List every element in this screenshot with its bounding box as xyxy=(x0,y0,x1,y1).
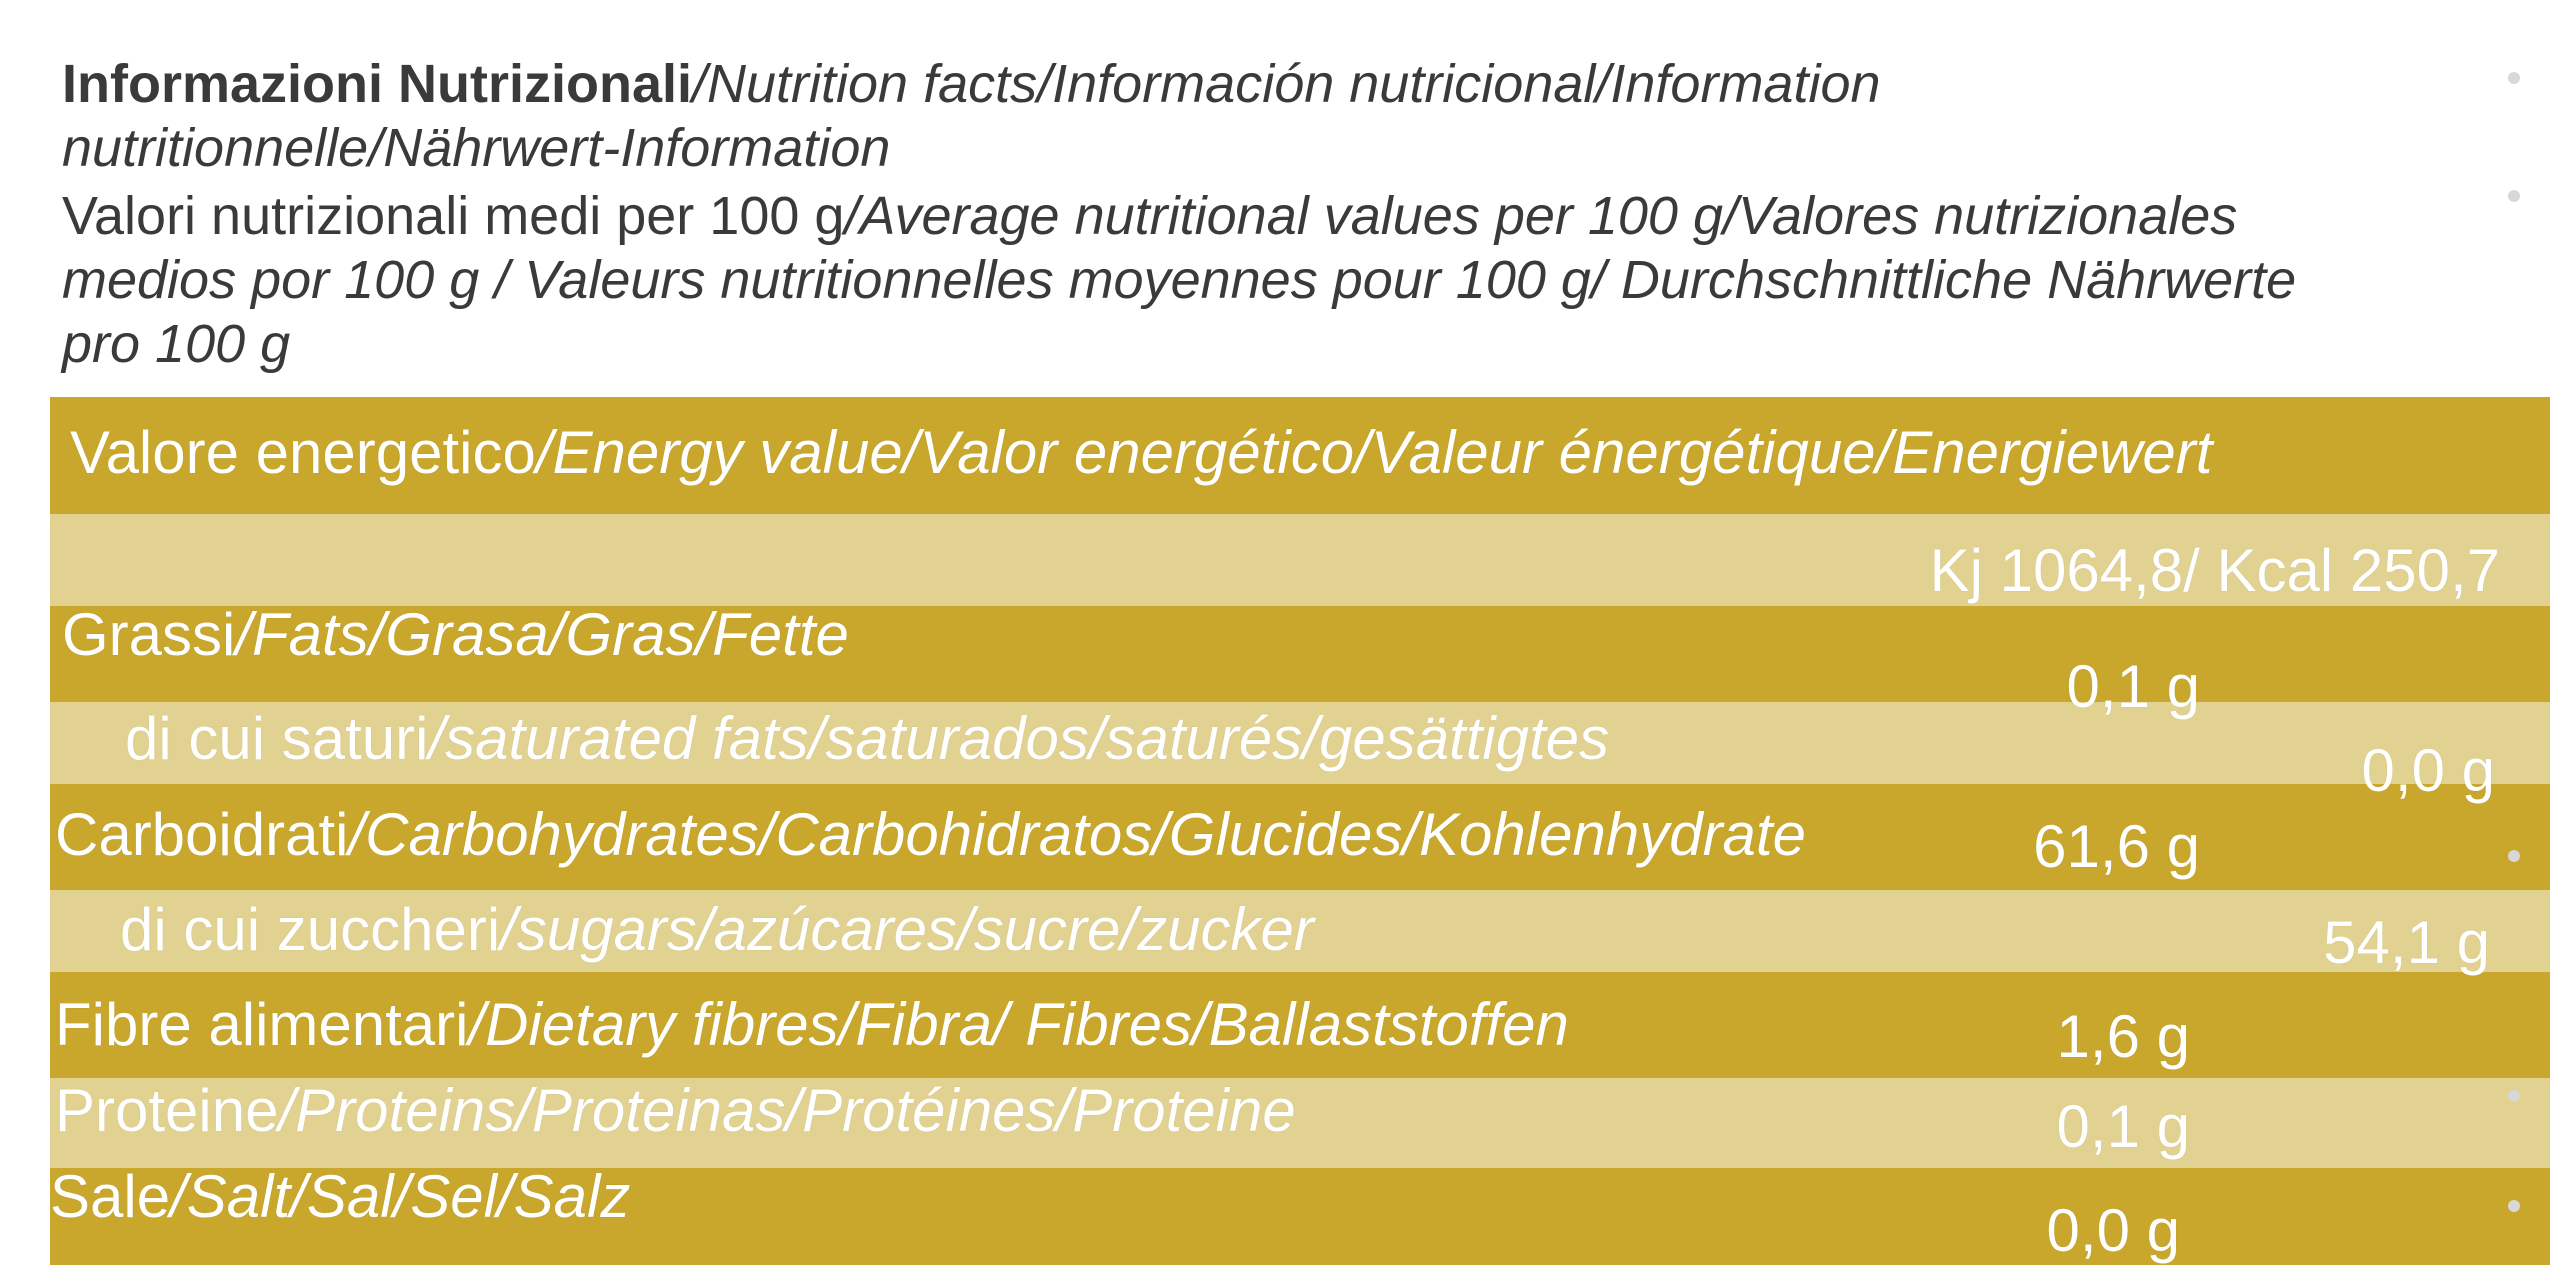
dot xyxy=(2508,850,2520,862)
band xyxy=(50,606,2550,702)
row-label: di cui saturi/saturated fats/saturados/s… xyxy=(125,704,1609,774)
dot xyxy=(2508,190,2520,202)
subtitle-translations: /Average nutritional values per 100 g/Va… xyxy=(62,186,2297,374)
label-translations: /Energy value/Valor energético/Valeur én… xyxy=(535,419,2213,486)
label: Carboidrati xyxy=(55,801,349,868)
row-label: Fibre alimentari/Dietary fibres/Fibra/ F… xyxy=(55,990,1569,1060)
band xyxy=(50,702,2550,784)
row-label: Proteine/Proteins/Proteinas/Protéines/Pr… xyxy=(55,1076,1296,1146)
label: Valore energetico xyxy=(70,419,536,486)
label: di cui saturi xyxy=(125,705,429,772)
band xyxy=(50,514,2550,606)
row-value: 54,1 g xyxy=(2323,909,2490,976)
title-line: Informazioni Nutrizionali/Nutrition fact… xyxy=(62,52,2302,180)
band xyxy=(50,1078,2550,1168)
row-label: Sale/Salt/Sal/Sel/Salz xyxy=(50,1162,630,1232)
label-translations: /Proteins/Proteinas/Protéines/Proteine xyxy=(278,1077,1296,1144)
row-value: 0,1 g xyxy=(2056,1093,2190,1160)
label-translations: /sugars/azúcares/sucre/zucker xyxy=(500,896,1314,963)
subtitle-line: Valori nutrizionali medi per 100 g/Avera… xyxy=(62,184,2302,376)
band xyxy=(50,972,2550,1078)
row-label: Grassi/Fats/Grasa/Gras/Fette xyxy=(62,600,849,670)
row-value: 0,0 g xyxy=(2361,737,2495,804)
label-translations: /saturated fats/saturados/saturés/gesätt… xyxy=(428,705,1610,772)
title-translations: /Nutrition facts/Información nutricional… xyxy=(62,54,1881,178)
band xyxy=(50,1168,2550,1265)
label: Grassi xyxy=(62,601,236,668)
header: Informazioni Nutrizionali/Nutrition fact… xyxy=(62,52,2302,380)
row-label: Valore energetico/Energy value/Valor ene… xyxy=(70,418,2212,488)
label-translations: /Salt/Sal/Sel/Salz xyxy=(170,1163,631,1230)
row-value: 0,1 g xyxy=(2066,653,2200,720)
row-value: Kj 1064,8/ Kcal 250,7 xyxy=(1929,537,2500,604)
dot xyxy=(2508,72,2520,84)
label-translations: /Fats/Grasa/Gras/Fette xyxy=(235,601,849,668)
label: Sale xyxy=(50,1163,171,1230)
title: Informazioni Nutrizionali xyxy=(62,54,692,114)
subtitle: Valori nutrizionali medi per 100 g xyxy=(62,186,845,246)
dot xyxy=(2508,1200,2520,1212)
row-value: 0,0 g xyxy=(2046,1197,2180,1264)
band xyxy=(50,890,2550,972)
row-value: 61,6 g xyxy=(2033,813,2200,880)
label: di cui zuccheri xyxy=(120,896,501,963)
label: Fibre alimentari xyxy=(55,991,469,1058)
band xyxy=(50,784,2550,890)
row-label: di cui zuccheri/sugars/azúcares/sucre/zu… xyxy=(120,895,1314,965)
band xyxy=(50,397,2550,514)
dot xyxy=(2508,1090,2520,1102)
label-translations: /Carbohydrates/Carbohidratos/Glucides/Ko… xyxy=(348,801,1806,868)
row-label: Carboidrati/Carbohydrates/Carbohidratos/… xyxy=(55,800,1806,870)
label-translations: /Dietary fibres/Fibra/ Fibres/Ballaststo… xyxy=(468,991,1569,1058)
label: Proteine xyxy=(55,1077,279,1144)
row-value: 1,6 g xyxy=(2056,1003,2190,1070)
